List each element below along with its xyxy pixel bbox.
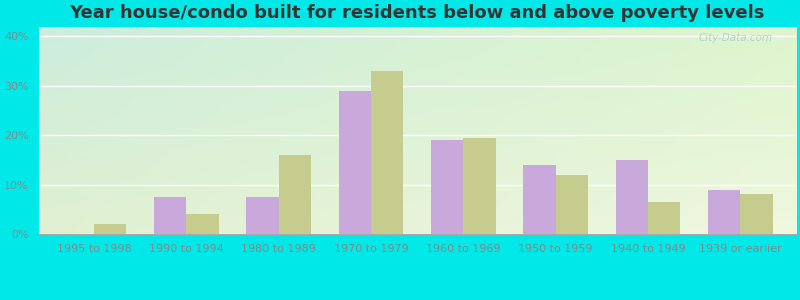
Bar [523, 165, 556, 234]
Bar [371, 71, 403, 234]
Bar [648, 202, 681, 234]
Bar [154, 197, 186, 234]
Bar [741, 194, 773, 234]
Bar [186, 214, 218, 234]
Bar [278, 155, 311, 234]
Bar [708, 190, 741, 234]
Bar [431, 140, 463, 234]
Bar [338, 91, 371, 234]
Title: Year house/condo built for residents below and above poverty levels: Year house/condo built for residents bel… [70, 4, 765, 22]
Bar [556, 175, 588, 234]
Text: City-Data.com: City-Data.com [699, 33, 773, 43]
Bar [94, 224, 126, 234]
Bar [616, 160, 648, 234]
Bar [246, 197, 278, 234]
Bar [463, 138, 496, 234]
